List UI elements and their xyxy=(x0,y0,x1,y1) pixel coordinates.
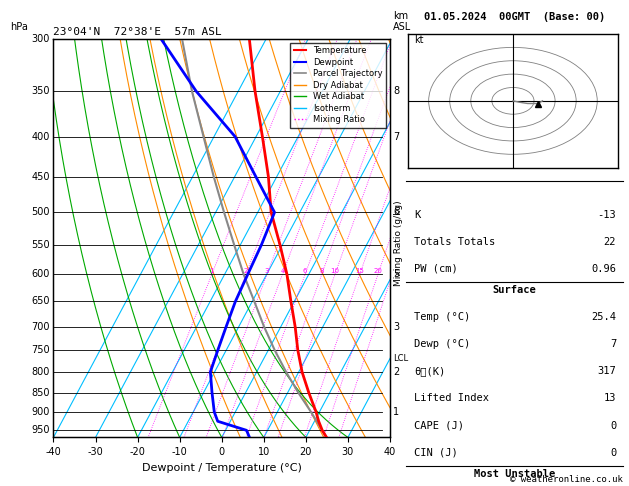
Text: Dewp (°C): Dewp (°C) xyxy=(415,339,470,349)
Text: 850: 850 xyxy=(31,387,50,398)
Text: 2: 2 xyxy=(393,367,399,377)
Text: Totals Totals: Totals Totals xyxy=(415,237,496,247)
Text: 13: 13 xyxy=(604,393,616,403)
X-axis label: Dewpoint / Temperature (°C): Dewpoint / Temperature (°C) xyxy=(142,463,302,473)
Text: 750: 750 xyxy=(31,345,50,355)
Text: -13: -13 xyxy=(598,209,616,220)
Text: 8: 8 xyxy=(320,268,324,274)
Text: 25.4: 25.4 xyxy=(591,312,616,322)
Text: 700: 700 xyxy=(31,322,50,331)
Text: 7: 7 xyxy=(610,339,616,349)
Text: 5: 5 xyxy=(393,269,399,279)
Text: θᴄ(K): θᴄ(K) xyxy=(415,366,445,376)
Text: 317: 317 xyxy=(598,366,616,376)
Text: 0: 0 xyxy=(610,448,616,458)
Text: 1: 1 xyxy=(393,407,399,417)
Text: 0.96: 0.96 xyxy=(591,264,616,274)
Text: Surface: Surface xyxy=(493,285,536,295)
Text: km
ASL: km ASL xyxy=(393,11,411,32)
Text: 22: 22 xyxy=(604,237,616,247)
Text: 600: 600 xyxy=(31,269,50,279)
Text: 950: 950 xyxy=(31,425,50,435)
Text: 1: 1 xyxy=(209,268,214,274)
Text: 6: 6 xyxy=(393,208,399,217)
Text: PW (cm): PW (cm) xyxy=(415,264,458,274)
Text: 01.05.2024  00GMT  (Base: 00): 01.05.2024 00GMT (Base: 00) xyxy=(423,12,605,22)
Text: LCL: LCL xyxy=(393,354,408,364)
Text: kt: kt xyxy=(414,35,423,45)
Text: 550: 550 xyxy=(31,240,50,250)
Text: 3: 3 xyxy=(265,268,269,274)
Text: 650: 650 xyxy=(31,296,50,307)
Legend: Temperature, Dewpoint, Parcel Trajectory, Dry Adiabat, Wet Adiabat, Isotherm, Mi: Temperature, Dewpoint, Parcel Trajectory… xyxy=(291,43,386,128)
Text: © weatheronline.co.uk: © weatheronline.co.uk xyxy=(510,474,623,484)
Text: 15: 15 xyxy=(355,268,364,274)
Text: 6: 6 xyxy=(303,268,308,274)
Text: 0: 0 xyxy=(610,420,616,431)
Text: 23°04'N  72°38'E  57m ASL: 23°04'N 72°38'E 57m ASL xyxy=(53,27,222,37)
Text: hPa: hPa xyxy=(11,21,28,32)
Text: 450: 450 xyxy=(31,172,50,182)
Text: Mixing Ratio (g/kg): Mixing Ratio (g/kg) xyxy=(394,200,403,286)
Text: 10: 10 xyxy=(330,268,340,274)
Text: 400: 400 xyxy=(31,132,50,141)
Text: 800: 800 xyxy=(31,367,50,377)
Text: 350: 350 xyxy=(31,86,50,96)
Text: Most Unstable: Most Unstable xyxy=(474,469,555,479)
Text: 7: 7 xyxy=(393,132,399,141)
Text: 300: 300 xyxy=(31,34,50,44)
Text: 2: 2 xyxy=(243,268,248,274)
Text: Lifted Index: Lifted Index xyxy=(415,393,489,403)
Text: CIN (J): CIN (J) xyxy=(415,448,458,458)
Text: 500: 500 xyxy=(31,208,50,217)
Text: 4: 4 xyxy=(281,268,285,274)
Text: K: K xyxy=(415,209,421,220)
Text: 900: 900 xyxy=(31,407,50,417)
Text: 20: 20 xyxy=(374,268,382,274)
Text: 3: 3 xyxy=(393,322,399,331)
Text: 8: 8 xyxy=(393,86,399,96)
Text: Temp (°C): Temp (°C) xyxy=(415,312,470,322)
Text: CAPE (J): CAPE (J) xyxy=(415,420,464,431)
